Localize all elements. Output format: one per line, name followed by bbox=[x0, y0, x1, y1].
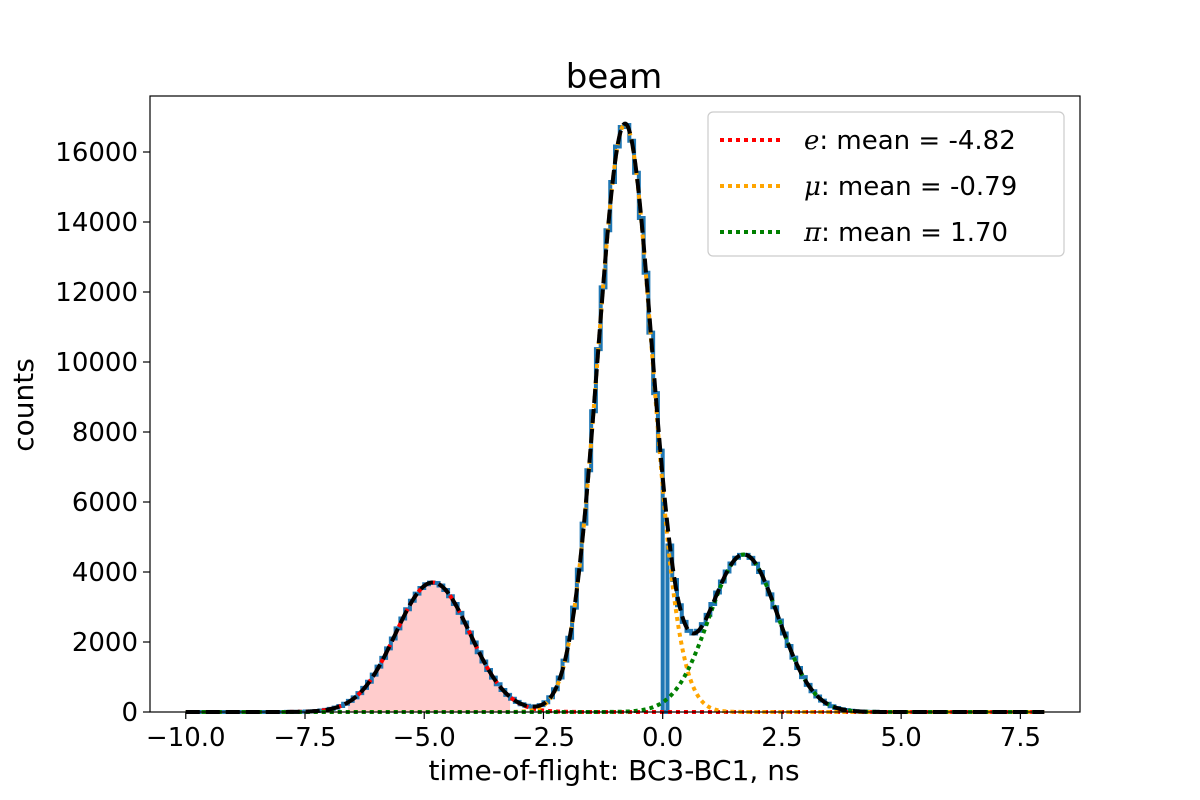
legend-entry: μ: mean = -0.79 bbox=[804, 172, 1017, 202]
axis-ticks: −10.0 −7.5 −5.0 −2.5 0.0 2.5 5.0 7.5 0 2000 4000 60… bbox=[55, 138, 1041, 753]
x-tick-label: 5.0 bbox=[880, 723, 921, 753]
plot-frame bbox=[149, 95, 1081, 713]
legend-box bbox=[707, 111, 1065, 257]
y-tick-label: 8000 bbox=[72, 418, 138, 448]
shaded-region bbox=[347, 582, 511, 712]
x-tick-label: 2.5 bbox=[761, 723, 802, 753]
x-tick-label: −10.0 bbox=[146, 723, 226, 753]
x-axis-label: time-of-flight: BC3-BC1, ns bbox=[428, 754, 799, 787]
y-tick-label: 4000 bbox=[72, 558, 138, 588]
x-tick-label: 7.5 bbox=[1000, 723, 1041, 753]
fit-curve-3 bbox=[185, 552, 1045, 714]
x-tick-label: −2.5 bbox=[512, 723, 575, 753]
legend-entry: π: mean = 1.70 bbox=[803, 218, 1008, 248]
legend: e: mean = -4.82 μ: mean = -0.79 π: mean = … bbox=[707, 111, 1065, 257]
fit-curve-1 bbox=[185, 580, 1045, 714]
y-tick-label: 12000 bbox=[55, 278, 138, 308]
y-tick-label: 16000 bbox=[55, 138, 138, 168]
y-tick-label: 6000 bbox=[72, 488, 138, 518]
y-tick-label: 10000 bbox=[55, 348, 138, 378]
y-tick-label: 14000 bbox=[55, 208, 138, 238]
y-tick-label: 2000 bbox=[72, 628, 138, 658]
x-tick-label: −7.5 bbox=[273, 723, 336, 753]
legend-entry: e: mean = -4.82 bbox=[804, 126, 1016, 156]
y-tick-label: 0 bbox=[121, 698, 138, 728]
x-tick-label: −5.0 bbox=[393, 723, 456, 753]
chart-title: beam bbox=[566, 57, 662, 97]
y-axis-label: counts bbox=[7, 358, 40, 452]
x-tick-label: 0.0 bbox=[642, 723, 683, 753]
